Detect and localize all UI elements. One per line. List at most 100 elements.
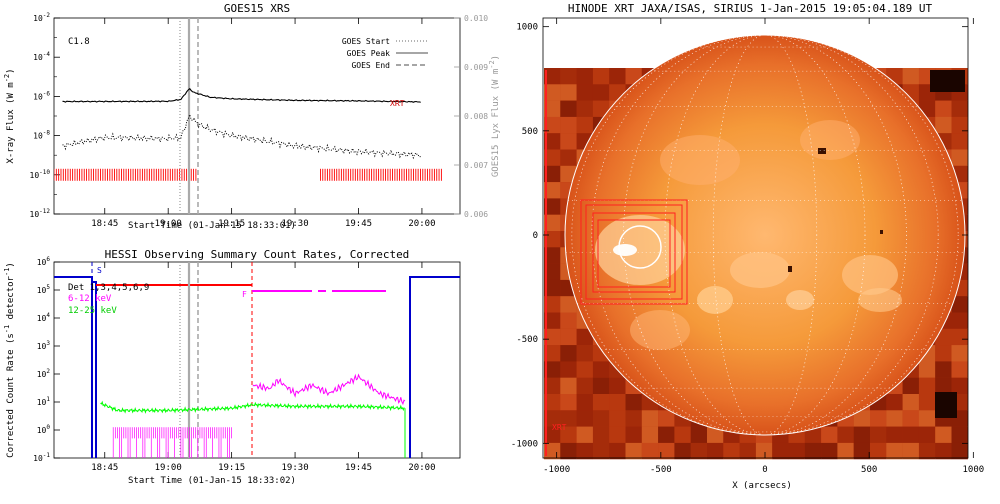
- xrt-x-tick-label: 0: [762, 465, 767, 475]
- hessi-title: HESSI Observing Summary Count Rates, Cor…: [105, 248, 410, 261]
- xrt-panel: HINODE XRT JAXA/ISAS, SIRIUS 1-Jan-2015 …: [511, 2, 984, 491]
- hessi-x-tick-label: 18:45: [91, 463, 118, 473]
- xrt-image-block: [951, 426, 968, 443]
- goes-x-tick-label: 19:15: [218, 219, 245, 229]
- xrt-image-block: [544, 345, 561, 362]
- xrt-image-block: [674, 426, 691, 443]
- xrt-image-block: [560, 394, 577, 411]
- xrt-y-tick-label: 0: [533, 231, 538, 241]
- xrt-image-block: [674, 442, 691, 460]
- xrt-fov-boxes: [545, 70, 688, 456]
- xrt-image-block: [560, 296, 577, 313]
- goes-x-tick-label: 19:30: [282, 219, 309, 229]
- xrt-image-block: [576, 328, 593, 346]
- goes-x-tick-label: 19:45: [345, 219, 372, 229]
- xrt-image-block: [935, 345, 952, 362]
- xrt-image-block: [576, 116, 593, 134]
- goes-y-tick-label: 10-2: [33, 12, 50, 23]
- xrt-image-block: [870, 442, 887, 460]
- xrt-image-block: [544, 116, 561, 134]
- xrt-grid-longitude: [664, 35, 866, 435]
- hessi-y-tick-label: 106: [37, 256, 51, 267]
- xrt-grid-longitude: [712, 35, 818, 435]
- goes-title: GOES15 XRS: [224, 2, 290, 15]
- xrt-image-block: [609, 394, 626, 411]
- xrt-image-block: [902, 394, 919, 411]
- goes-y2-axis-label: GOES15 Lyx Flux (W m-2): [488, 55, 501, 177]
- xrt-image-block: [935, 426, 952, 443]
- xrt-image-block: [576, 377, 593, 395]
- legend-goes-peak-label: GOES Peak: [347, 49, 391, 58]
- xrt-image-block: [576, 426, 593, 443]
- xrt-image-block: [560, 345, 577, 362]
- xrt-image-block: [918, 410, 936, 427]
- xrt-image-block: [544, 312, 561, 329]
- xrt-image-block: [576, 100, 593, 117]
- xrt-image-block: [658, 410, 675, 427]
- xrt-image-block: [609, 410, 626, 427]
- goes-x-axis: 18:45 19:00 19:15 19:30 19:45 20:00: [91, 18, 435, 229]
- xrt-image-block: [625, 394, 642, 411]
- xrt-image-block: [560, 426, 577, 443]
- xrt-image-block: [560, 361, 577, 378]
- xrt-image-block: [544, 410, 561, 427]
- xrt-image-block: [821, 442, 838, 460]
- xrt-image-block: [690, 442, 708, 460]
- xrt-image-block: [886, 442, 903, 460]
- hessi-6-12-kev-line: [252, 373, 406, 406]
- xrt-image-block: [560, 328, 577, 346]
- xrt-image-block: [544, 247, 561, 264]
- xrt-image-block: [625, 426, 642, 443]
- goes-flare-class: C1.8: [68, 37, 90, 47]
- xrt-image-block: [902, 68, 919, 85]
- goes-x-tick-label: 19:00: [155, 219, 182, 229]
- legend-goes-start-label: GOES Start: [342, 37, 390, 46]
- xrt-image-block: [544, 361, 561, 378]
- xrt-image-block: [935, 116, 952, 134]
- xrt-image-block: [935, 442, 952, 460]
- goes-y2-tick-label: 0.008: [464, 112, 488, 121]
- xrt-image-block: [951, 377, 968, 395]
- xrt-dark-patch: [935, 392, 957, 418]
- xrt-image-block: [935, 100, 952, 117]
- xrt-image-block: [707, 426, 724, 443]
- hessi-y-tick-label: 102: [37, 368, 51, 379]
- hessi-legend-6-12-kev: 6-12 keV: [68, 294, 112, 304]
- goes-xrt-marker: XRT: [390, 99, 405, 108]
- xrt-image-block: [853, 426, 871, 443]
- xrt-image-block: [641, 442, 659, 460]
- goes-y-tick-label: 10-10: [30, 169, 51, 180]
- xrt-y-tick-label: 1000: [516, 23, 538, 33]
- xrt-image-block: [853, 442, 871, 460]
- goes-y2-tick-label: 0.007: [464, 161, 488, 170]
- xrt-image-block: [641, 410, 659, 427]
- xrt-image-block: [560, 165, 577, 183]
- xrt-image-block: [592, 394, 610, 411]
- xrt-image-block: [837, 426, 854, 443]
- xrt-image-block: [886, 426, 903, 443]
- xrt-image-block: [739, 442, 756, 460]
- xrt-dark-patch: [930, 70, 965, 92]
- hessi-x-tick-label: 19:00: [155, 463, 182, 473]
- xrt-image-block: [951, 100, 968, 117]
- hessi-12-25-kev-line: [100, 400, 406, 458]
- xrt-image-block: [544, 198, 561, 215]
- xrt-image-block: [609, 426, 626, 443]
- xrt-image-block: [592, 377, 610, 395]
- xrt-image-block: [576, 68, 593, 85]
- hessi-x-axis-label: Start Time (01-Jan-15 18:33:02): [128, 476, 296, 486]
- xrt-image-block: [918, 442, 936, 460]
- xrt-image-block: [576, 345, 593, 362]
- xrt-image-block: [951, 116, 968, 134]
- xrt-image-block: [544, 100, 561, 117]
- xrt-image-block: [592, 100, 610, 117]
- xrt-image-block: [870, 426, 887, 443]
- xrt-grid-longitude: [571, 35, 959, 435]
- xrt-image-block: [821, 426, 838, 443]
- xrt-image-block: [804, 442, 822, 460]
- hessi-6-12-kev-spikes: [112, 427, 232, 458]
- goes-y2-tick-label: 0.006: [464, 210, 488, 219]
- hessi-y-axis: 106 105 104 103 102 101 100 10-1: [33, 256, 60, 463]
- hessi-x-tick-label: 19:30: [282, 463, 309, 473]
- hessi-y-tick-label: 101: [37, 396, 51, 407]
